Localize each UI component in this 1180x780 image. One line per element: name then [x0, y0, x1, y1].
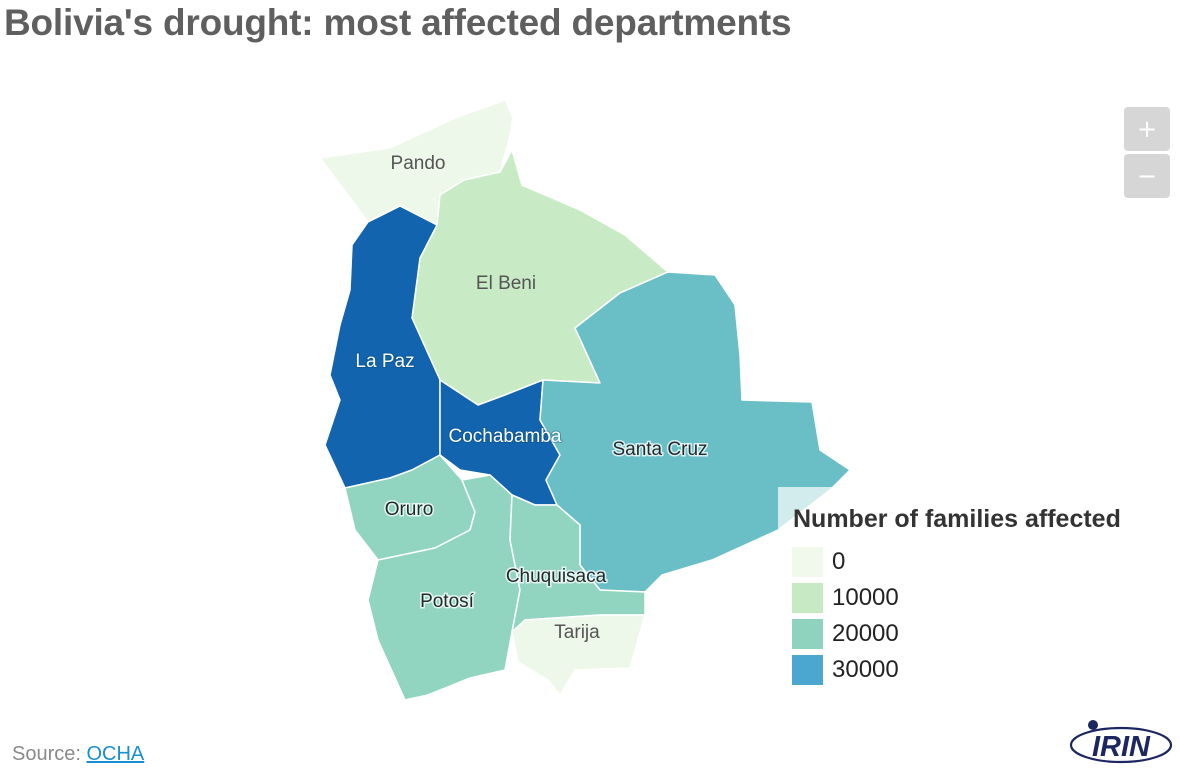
legend-swatch [792, 655, 823, 685]
map-label-cochabamba: Cochabamba [448, 426, 561, 447]
legend-label: 0 [832, 548, 846, 575]
map-label-el-beni: El Beni [476, 273, 536, 294]
map-label-chuquisaca: Chuquisaca [506, 566, 607, 587]
page-title: Bolivia's drought: most affected departm… [4, 2, 792, 43]
legend-swatch [792, 547, 823, 577]
zoom-out-button[interactable]: − [1124, 154, 1170, 198]
region-tarija[interactable] [511, 614, 646, 696]
legend-label: 30000 [832, 656, 899, 683]
legend-title: Number of families affected [793, 505, 1121, 533]
map-label-tarija: Tarija [554, 622, 600, 643]
map-label-santa-cruz: Santa Cruz [612, 439, 707, 460]
source-note: Source: OCHA [12, 743, 144, 766]
map-label-pando: Pando [391, 153, 446, 174]
legend: Number of families affected 0 10000 2000… [778, 487, 1168, 692]
legend-label: 20000 [832, 620, 899, 647]
map-label-potosi: Potosí [420, 591, 475, 612]
region-santa-cruz[interactable] [539, 271, 851, 593]
map-regions [319, 99, 851, 701]
legend-label: 10000 [832, 584, 899, 611]
source-prefix: Source: [12, 743, 87, 765]
legend-swatch [792, 583, 823, 613]
map-label-oruro: Oruro [385, 499, 434, 520]
map-labels: Pando El Beni La Paz Cochabamba Santa Cr… [354, 153, 709, 643]
map-label-la-paz: La Paz [355, 351, 414, 372]
irin-logo-icon: IRIN [1069, 720, 1173, 764]
zoom-in-button[interactable]: + [1124, 107, 1170, 151]
legend-swatch [792, 619, 823, 649]
logo-text: IRIN [1092, 731, 1151, 763]
region-la-paz[interactable] [324, 205, 441, 489]
source-link-ocha[interactable]: OCHA [86, 743, 145, 765]
region-chuquisaca[interactable] [509, 494, 646, 633]
legend-backdrop [778, 487, 850, 545]
